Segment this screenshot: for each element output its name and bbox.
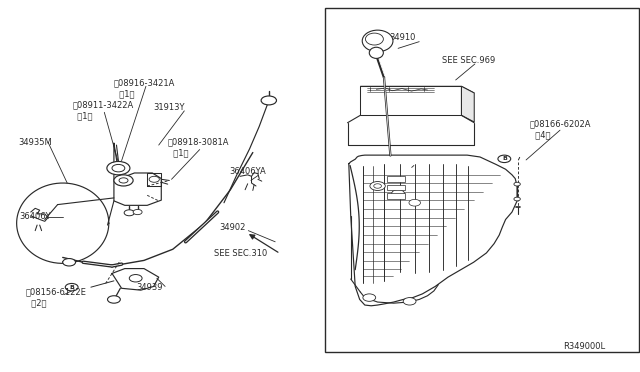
Text: （1）: （1） [114, 89, 134, 98]
Text: ⓝ08918-3081A: ⓝ08918-3081A [168, 138, 229, 147]
Bar [387, 193, 405, 199]
Circle shape [149, 176, 159, 182]
Polygon shape [360, 86, 461, 115]
Circle shape [498, 155, 511, 163]
Text: ⓝ08916-3421A: ⓝ08916-3421A [114, 78, 175, 87]
Ellipse shape [362, 30, 393, 52]
Circle shape [403, 298, 416, 305]
Polygon shape [461, 86, 474, 122]
Ellipse shape [369, 47, 383, 58]
Circle shape [261, 96, 276, 105]
Text: 34910: 34910 [389, 33, 415, 42]
Text: （2）: （2） [26, 299, 46, 308]
Circle shape [370, 182, 385, 190]
Text: 36406Y: 36406Y [19, 212, 51, 221]
Circle shape [124, 210, 134, 216]
Bar [387, 176, 405, 182]
Circle shape [133, 209, 142, 215]
Text: ⓝ08911-3422A: ⓝ08911-3422A [72, 100, 134, 109]
Text: SEE SEC.310: SEE SEC.310 [214, 249, 268, 258]
Text: B: B [69, 285, 74, 290]
Circle shape [514, 182, 520, 186]
Circle shape [374, 184, 381, 188]
Text: （1）: （1） [168, 149, 188, 158]
Text: （1）: （1） [72, 112, 93, 121]
Bar [387, 185, 405, 190]
Text: 34902: 34902 [220, 223, 246, 232]
Text: 36406YA: 36406YA [229, 167, 266, 176]
Circle shape [119, 178, 128, 183]
Ellipse shape [365, 33, 383, 45]
Circle shape [409, 199, 420, 206]
Circle shape [514, 197, 520, 201]
Polygon shape [360, 86, 474, 93]
Text: 34939: 34939 [136, 283, 163, 292]
Circle shape [108, 296, 120, 303]
Circle shape [107, 161, 130, 175]
Circle shape [65, 283, 78, 291]
Text: Ⓑ08156-6122E: Ⓑ08156-6122E [26, 288, 86, 296]
Circle shape [129, 275, 142, 282]
Text: R349000L: R349000L [563, 342, 605, 351]
Text: 31913Y: 31913Y [154, 103, 185, 112]
Text: 34935M: 34935M [18, 138, 52, 147]
Text: B: B [502, 156, 507, 161]
Circle shape [112, 164, 125, 172]
Circle shape [114, 175, 133, 186]
Bar [325, 8, 639, 352]
Circle shape [63, 259, 76, 266]
Text: SEE SEC.969: SEE SEC.969 [442, 56, 495, 65]
Circle shape [392, 190, 404, 197]
Circle shape [363, 294, 376, 301]
Text: Ⓑ08166-6202A: Ⓑ08166-6202A [530, 119, 591, 128]
Text: （4）: （4） [530, 130, 550, 139]
